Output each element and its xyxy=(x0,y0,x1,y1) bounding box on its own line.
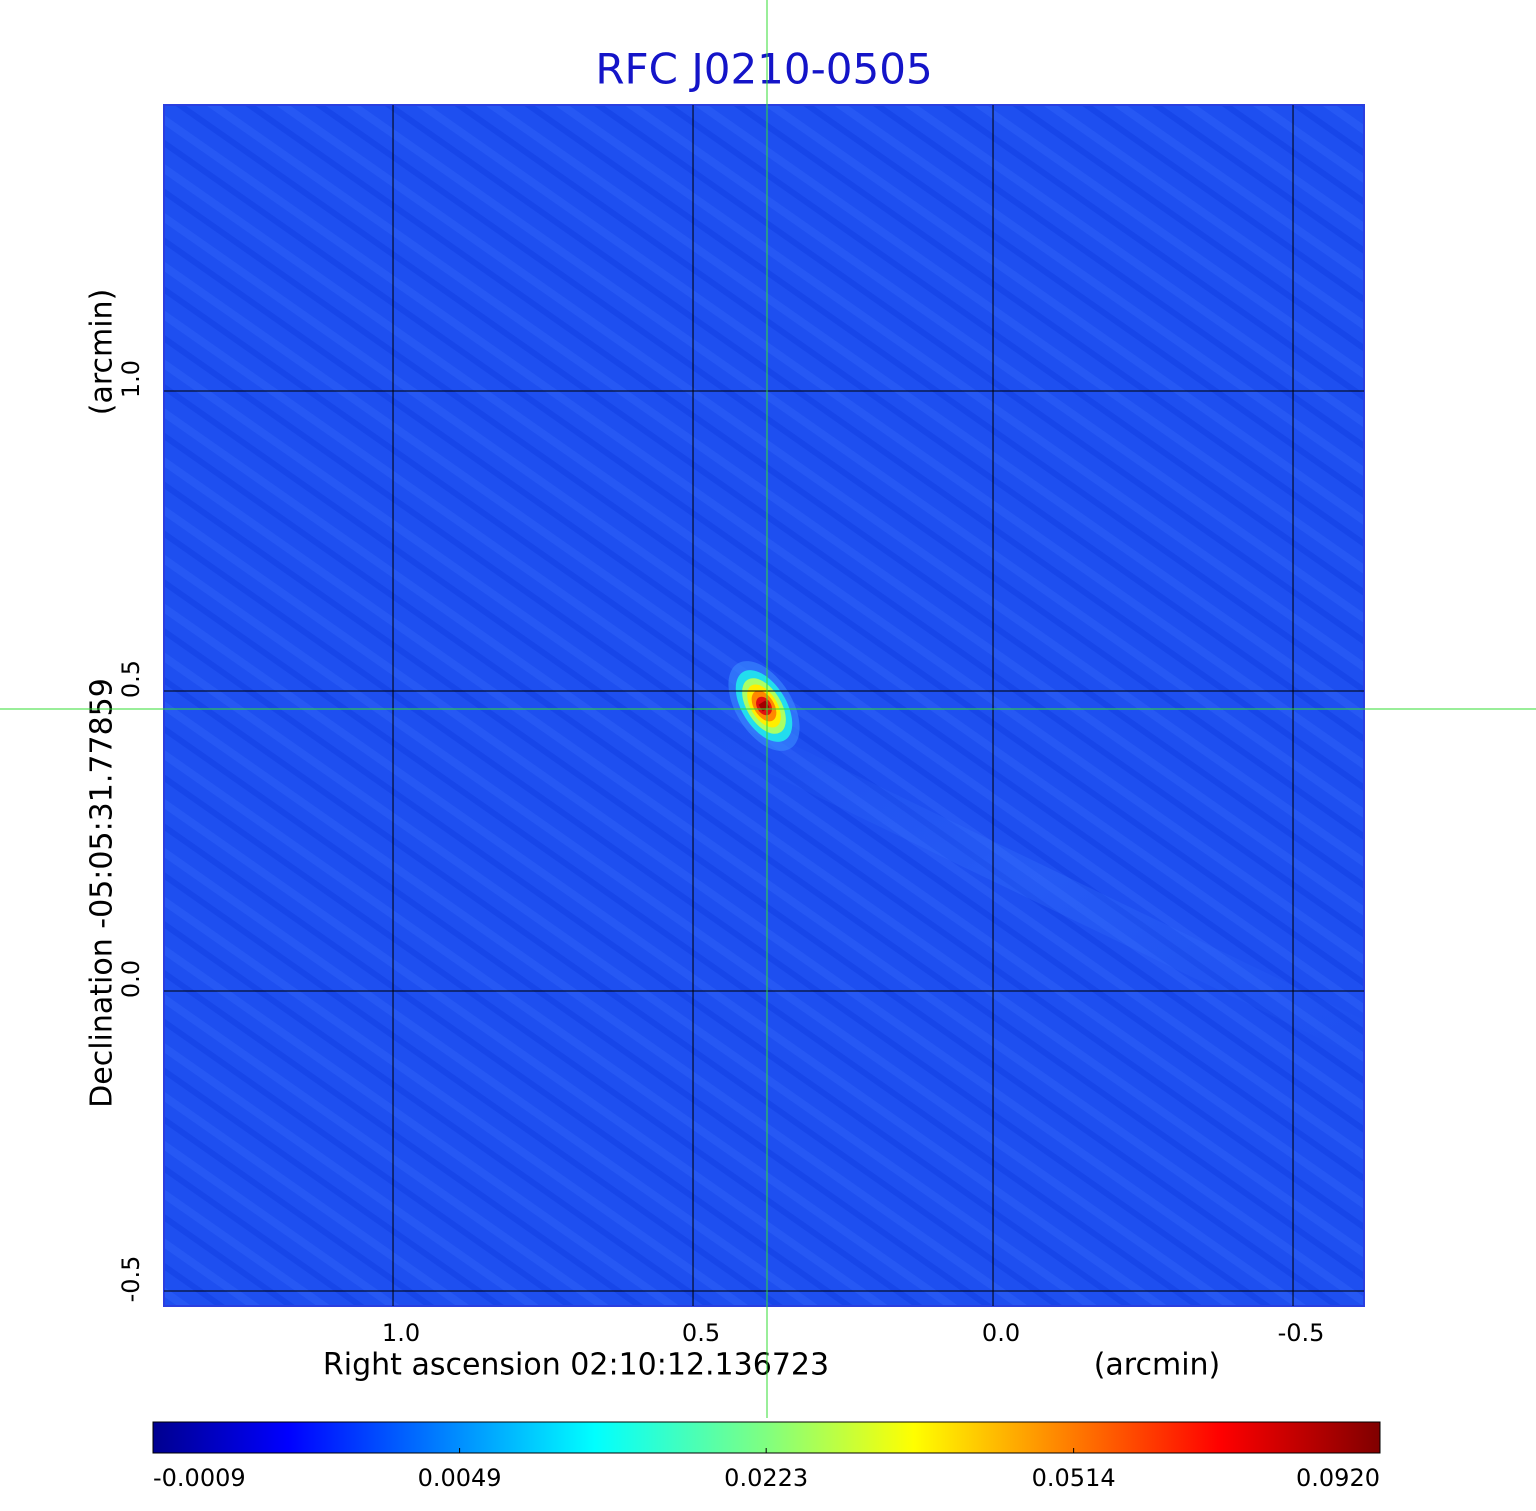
source xyxy=(728,661,800,751)
x-tick-label: -0.5 xyxy=(1278,1319,1325,1347)
x-axis-unit: (arcmin) xyxy=(1094,1348,1221,1383)
y-tick-label: -0.5 xyxy=(117,1256,145,1303)
colorbar-tick-label: 0.0514 xyxy=(1032,1464,1116,1492)
plot-area xyxy=(163,104,1365,1307)
chart-title: RFC J0210-0505 xyxy=(595,45,932,94)
y-tick-label: 0.5 xyxy=(117,660,145,698)
y-tick-label: 0.0 xyxy=(117,960,145,998)
colorbar-tick-label: -0.0009 xyxy=(153,1464,246,1492)
colorbar-tick-label: 0.0223 xyxy=(724,1464,808,1492)
colorbar-tick-label: 0.0920 xyxy=(1296,1464,1380,1492)
x-axis-label: Right ascension 02:10:12.136723 xyxy=(323,1348,829,1383)
colorbar-tick-label: 0.0049 xyxy=(418,1464,502,1492)
y-axis-label: Declination -05:05:31.77859 xyxy=(85,678,120,1108)
x-tick-label: 0.5 xyxy=(682,1319,720,1347)
x-tick-label: 1.0 xyxy=(382,1319,420,1347)
x-tick-label: 0.0 xyxy=(982,1319,1020,1347)
y-tick-label: 1.0 xyxy=(117,360,145,398)
streak xyxy=(700,700,1364,1060)
grid xyxy=(164,105,1364,1306)
y-axis-unit: (arcmin) xyxy=(85,289,120,416)
colorbar xyxy=(152,1421,1381,1454)
